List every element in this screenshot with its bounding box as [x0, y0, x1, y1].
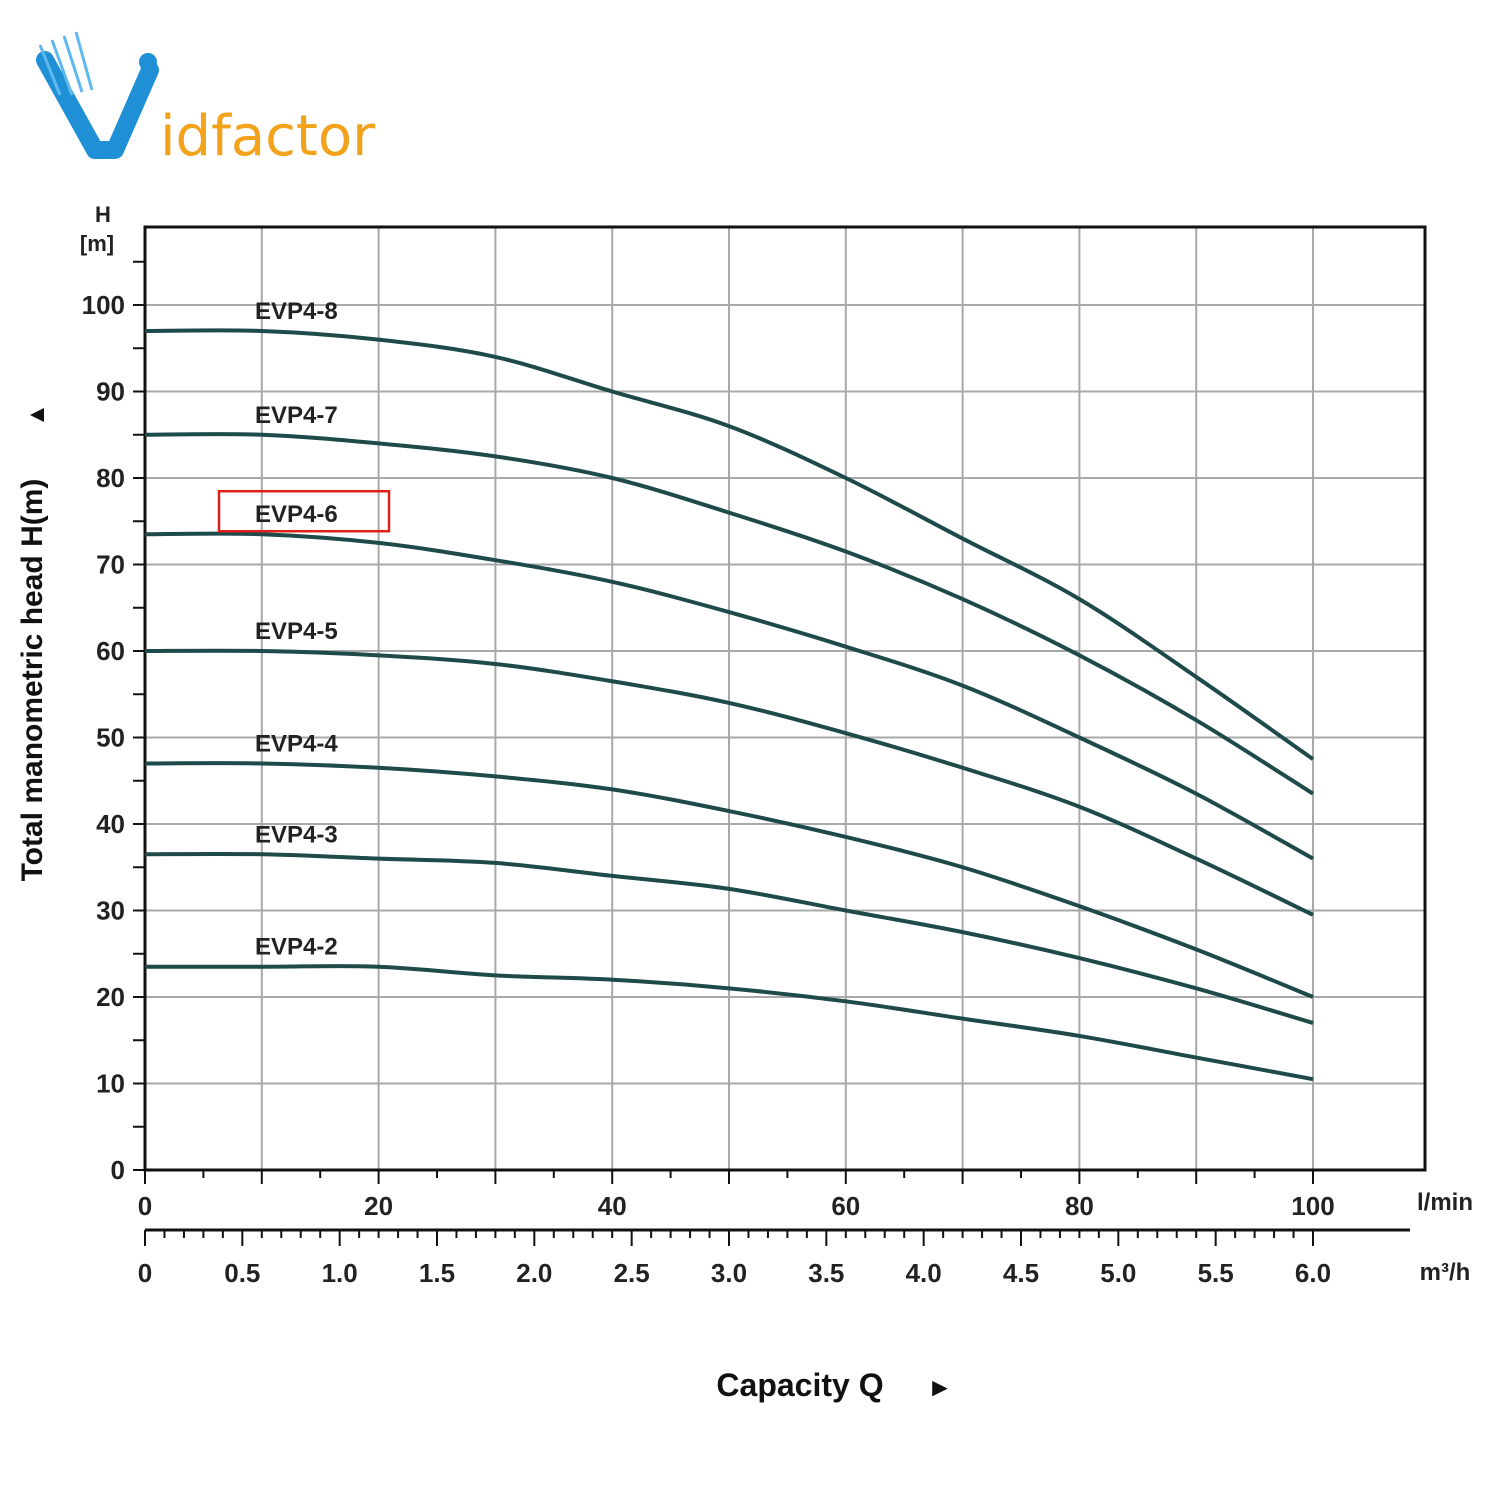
curve-evp4-8 [144, 328, 1315, 761]
y-tick-label: 20 [96, 982, 125, 1012]
x-axis-arrow: ► [927, 1372, 953, 1402]
x-tick-label-m3h: 1.0 [322, 1258, 358, 1288]
x-tick-label-lmin: 80 [1065, 1191, 1094, 1221]
x-tick-label-m3h: 4.0 [906, 1258, 942, 1288]
y-tick-label: 10 [96, 1069, 125, 1099]
x-tick-label-m3h: 2.5 [614, 1258, 650, 1288]
curve-evp4-6 [144, 531, 1314, 861]
y-tick-labels: 0 10 20 30 40 50 60 70 80 90 100 [82, 290, 125, 1185]
y-axis-arrow: ▲ [23, 403, 50, 427]
logo-wordmark: idfactor [160, 104, 376, 169]
plot-frame [143, 225, 1427, 1172]
x-unit-m3h: m³/h [1420, 1259, 1471, 1286]
bird-icon [36, 31, 159, 159]
y-unit-label: [m] [80, 231, 114, 256]
series-label-evp4-5: EVP4-5 [255, 618, 338, 645]
y-tick-label: 50 [96, 723, 125, 753]
curve-evp4-3 [144, 851, 1314, 1025]
y-tick-label: 70 [96, 550, 125, 580]
chart-axes [133, 225, 1427, 1246]
x-tick-label-m3h: 4.5 [1003, 1258, 1039, 1288]
x-axis-title: Capacity Q [716, 1367, 883, 1403]
series-labels: EVP4-8 EVP4-7 EVP4-6 EVP4-5 EVP4-4 EVP4-3 EVP4… [217, 298, 391, 961]
x-tick-label-m3h: 5.0 [1100, 1258, 1136, 1288]
x-unit-lmin: l/min [1417, 1189, 1473, 1216]
x-tick-label-lmin: 60 [831, 1191, 860, 1221]
curve-evp4-5 [144, 648, 1314, 917]
y-tick-label: 90 [96, 377, 125, 407]
x-tick-label-m3h: 2.0 [516, 1258, 552, 1288]
series-label-evp4-2: EVP4-2 [255, 934, 338, 961]
vidfactor-logo: idfactor [36, 31, 376, 169]
y-unit-symbol: H [95, 202, 111, 227]
series-label-evp4-3: EVP4-3 [255, 821, 338, 848]
y-tick-label: 60 [96, 636, 125, 666]
curve-evp4-4 [144, 761, 1314, 999]
x-tick-labels-lmin: 0 20 40 60 80 100 [138, 1191, 1335, 1221]
curve-evp4-7 [144, 432, 1315, 796]
series-label-evp4-8: EVP4-8 [255, 298, 338, 325]
curve-evp4-2 [144, 964, 1314, 1082]
x-tick-label-m3h: 1.5 [419, 1258, 455, 1288]
y-tick-label: 100 [82, 290, 125, 320]
y-tick-label: 30 [96, 896, 125, 926]
x-tick-label-m3h: 0 [138, 1258, 152, 1288]
x-tick-label-lmin: 0 [138, 1191, 152, 1221]
x-tick-label-m3h: 0.5 [224, 1258, 260, 1288]
x-tick-label-m3h: 6.0 [1295, 1258, 1331, 1288]
series-label-evp4-7: EVP4-7 [255, 402, 338, 429]
series-label-evp4-4: EVP4-4 [255, 730, 338, 757]
x-tick-label-lmin: 40 [598, 1191, 627, 1221]
x-tick-label-m3h: 3.5 [808, 1258, 844, 1288]
highlight-box [217, 489, 391, 533]
y-axis-title-group: Total manometric head H(m) ▲ [16, 403, 50, 881]
y-tick-label: 80 [96, 463, 125, 493]
chart-grid [145, 227, 1425, 1170]
y-tick-label: 40 [96, 809, 125, 839]
x-tick-label-m3h: 5.5 [1198, 1258, 1234, 1288]
x-tick-labels-m3h: 0 0.5 1.0 1.5 2.0 2.5 3.0 3.5 4.0 4.5 5.0 5.5 6.0 [138, 1258, 1331, 1288]
y-tick-label: 0 [111, 1155, 125, 1185]
y-axis-title: Total manometric head H(m) [16, 479, 49, 882]
x-tick-label-lmin: 100 [1291, 1191, 1334, 1221]
pump-curves [144, 328, 1315, 1082]
x-tick-label-m3h: 3.0 [711, 1258, 747, 1288]
x-tick-label-lmin: 20 [364, 1191, 393, 1221]
series-label-evp4-6: EVP4-6 [255, 501, 338, 528]
